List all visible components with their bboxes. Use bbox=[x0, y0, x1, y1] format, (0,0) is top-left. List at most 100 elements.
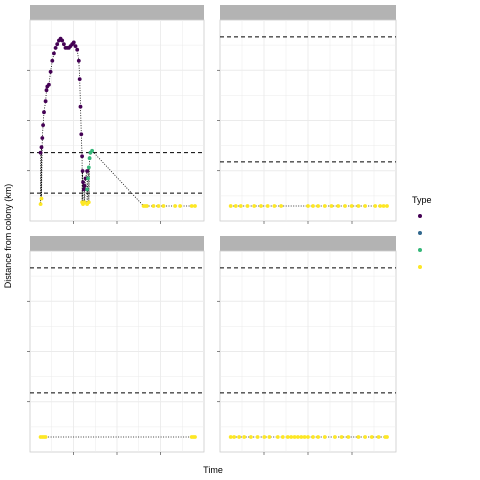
data-point bbox=[62, 42, 66, 47]
facet-strip bbox=[220, 5, 396, 20]
data-point bbox=[245, 204, 250, 208]
data-point bbox=[267, 435, 272, 439]
facet-top-left bbox=[27, 5, 205, 224]
data-point bbox=[44, 88, 49, 93]
data-point bbox=[145, 204, 149, 208]
data-point bbox=[161, 204, 166, 208]
data-point bbox=[242, 435, 247, 439]
data-point bbox=[346, 435, 351, 439]
data-point bbox=[40, 136, 45, 140]
data-point bbox=[78, 104, 83, 109]
data-point bbox=[43, 99, 48, 104]
data-point bbox=[50, 58, 55, 63]
legend-title: Type bbox=[412, 195, 432, 205]
data-point bbox=[329, 204, 334, 208]
data-point bbox=[356, 204, 361, 208]
facet-bottom-left bbox=[27, 236, 205, 455]
data-point bbox=[333, 435, 337, 439]
data-point bbox=[296, 435, 300, 439]
data-point bbox=[292, 435, 297, 439]
facet-strip bbox=[30, 236, 204, 251]
data-point bbox=[237, 435, 242, 439]
data-point bbox=[189, 204, 194, 208]
track-path bbox=[40, 38, 195, 207]
data-point bbox=[228, 204, 233, 208]
data-point bbox=[47, 82, 51, 87]
data-point bbox=[369, 435, 374, 439]
facet-panels bbox=[27, 5, 397, 455]
data-point bbox=[280, 435, 285, 439]
data-point bbox=[156, 204, 161, 208]
data-point bbox=[385, 204, 389, 208]
data-point bbox=[385, 435, 389, 439]
data-point bbox=[233, 204, 238, 208]
facet-strip bbox=[220, 236, 396, 251]
data-point bbox=[80, 169, 85, 173]
data-point bbox=[39, 145, 44, 150]
data-point bbox=[289, 435, 294, 439]
legend-key bbox=[418, 265, 422, 269]
data-point bbox=[193, 435, 197, 439]
data-point bbox=[81, 187, 86, 192]
data-point bbox=[228, 435, 233, 439]
data-point bbox=[322, 435, 327, 439]
data-point bbox=[73, 44, 78, 48]
legend-key bbox=[418, 248, 422, 252]
legend-key bbox=[418, 214, 422, 218]
data-point bbox=[86, 200, 91, 205]
data-point bbox=[39, 196, 44, 201]
data-point bbox=[43, 435, 48, 439]
data-point bbox=[381, 204, 386, 208]
data-point bbox=[311, 204, 315, 208]
data-point bbox=[249, 435, 253, 439]
x-axis-title: Time bbox=[203, 465, 223, 475]
data-point bbox=[339, 435, 344, 439]
data-point bbox=[85, 169, 89, 173]
data-point bbox=[38, 202, 43, 207]
data-point bbox=[81, 180, 85, 185]
facet-bottom-right bbox=[217, 236, 397, 455]
data-point bbox=[349, 204, 354, 208]
data-point bbox=[238, 204, 243, 208]
data-point bbox=[232, 435, 237, 439]
data-point bbox=[90, 148, 94, 153]
data-point bbox=[302, 435, 307, 439]
data-point bbox=[373, 204, 378, 208]
data-point bbox=[151, 204, 156, 208]
data-point bbox=[272, 204, 277, 208]
data-point bbox=[55, 42, 60, 47]
data-point bbox=[299, 435, 304, 439]
data-point bbox=[322, 204, 327, 208]
data-point bbox=[53, 46, 58, 50]
data-point bbox=[262, 435, 267, 439]
data-point bbox=[285, 435, 290, 439]
data-point bbox=[316, 435, 320, 439]
data-point bbox=[80, 154, 84, 159]
data-point bbox=[255, 435, 260, 439]
data-point bbox=[52, 51, 56, 56]
data-point bbox=[306, 435, 310, 439]
data-point bbox=[86, 176, 90, 181]
data-point bbox=[85, 187, 89, 192]
data-point bbox=[306, 204, 310, 208]
data-point bbox=[42, 110, 46, 115]
data-point bbox=[363, 435, 367, 439]
data-point bbox=[343, 204, 347, 208]
legend: Type bbox=[412, 195, 432, 269]
data-point bbox=[356, 435, 361, 439]
legend-key bbox=[418, 231, 422, 235]
data-point bbox=[279, 204, 283, 208]
data-point bbox=[378, 204, 383, 208]
data-point bbox=[252, 204, 257, 208]
data-point bbox=[336, 204, 341, 208]
data-point bbox=[76, 58, 81, 63]
data-point bbox=[79, 132, 84, 137]
data-point bbox=[41, 123, 45, 127]
data-point bbox=[363, 204, 367, 208]
data-point bbox=[173, 204, 178, 208]
facet-top-right bbox=[217, 5, 397, 224]
data-point bbox=[265, 204, 270, 208]
data-point bbox=[275, 435, 280, 439]
data-point bbox=[82, 183, 87, 188]
